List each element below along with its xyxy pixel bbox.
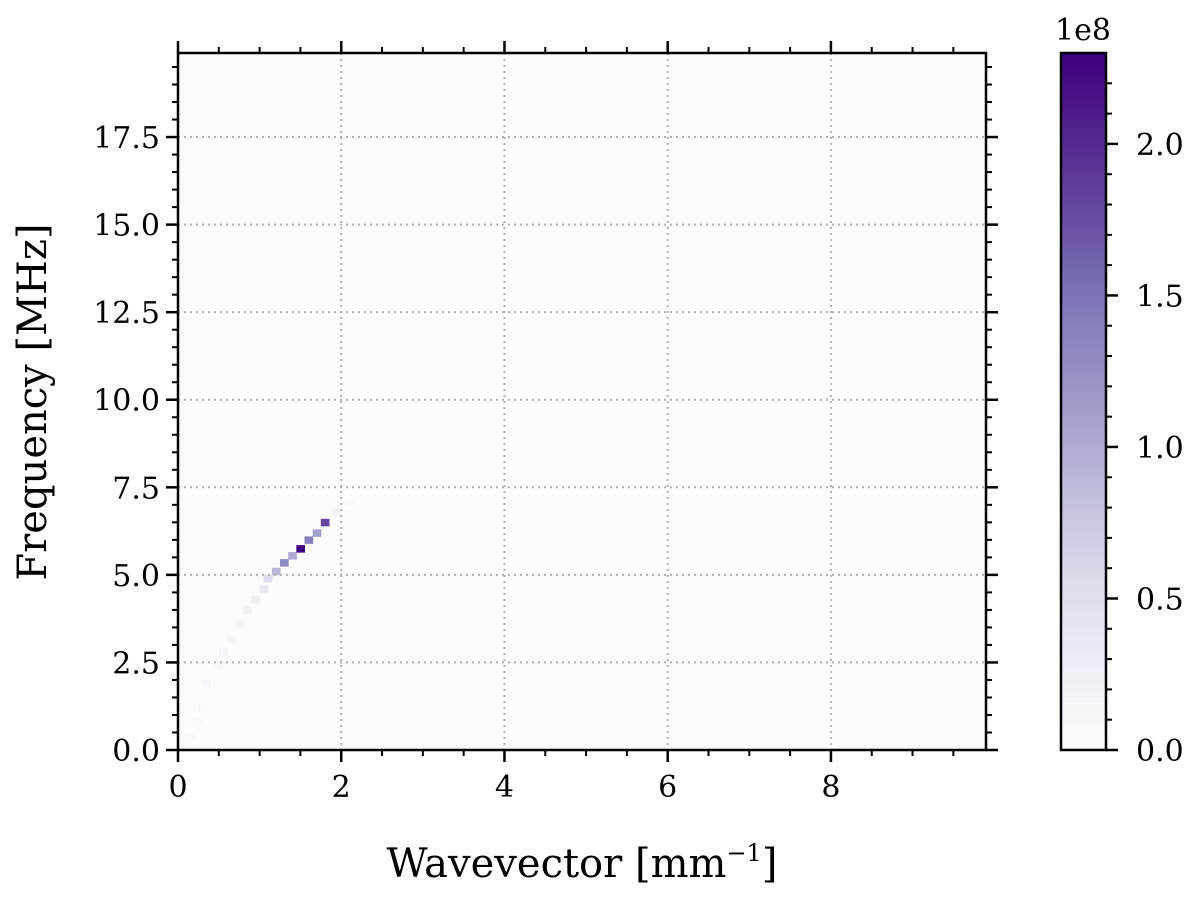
x-ticks: 0 2 4 6 8 bbox=[168, 41, 955, 805]
heatmap-cell bbox=[214, 662, 224, 670]
colorbar: 0.0 0.5 1.0 1.5 2.0 1e8 bbox=[1055, 13, 1184, 769]
y-tick-label: 7.5 bbox=[112, 471, 160, 506]
heatmap-cell bbox=[226, 634, 236, 642]
plot-frame bbox=[176, 51, 988, 752]
heatmap-cell bbox=[194, 718, 203, 726]
colorbar-tick-label: 1.5 bbox=[1136, 279, 1184, 314]
heatmap-cell bbox=[426, 340, 436, 348]
y-tick-label: 12.5 bbox=[93, 296, 160, 331]
heatmap-cell bbox=[198, 704, 208, 712]
y-ticks: 0.0 2.5 5.0 7.5 10.0 12.5 15.0 17.5 bbox=[93, 66, 998, 769]
colorbar-gradient bbox=[1059, 51, 1108, 752]
colorbar-tick-label: 0.5 bbox=[1136, 582, 1184, 617]
heatmap-cell bbox=[243, 606, 252, 614]
heatmap-cell bbox=[288, 552, 297, 560]
heatmap-cell bbox=[296, 545, 306, 553]
heatmap-cell bbox=[345, 497, 354, 506]
colorbar-tick-label: 2.0 bbox=[1136, 128, 1184, 163]
x-axis-label-superscript: −1 bbox=[726, 839, 761, 867]
colorbar-offset-label: 1e8 bbox=[1055, 13, 1111, 48]
heatmap-cell bbox=[280, 559, 289, 567]
grid-lines bbox=[178, 53, 986, 750]
heatmap-cell bbox=[271, 567, 281, 576]
heatmap-cell bbox=[218, 648, 228, 656]
heatmap-cells bbox=[186, 340, 436, 742]
y-tick-label: 10.0 bbox=[93, 384, 160, 419]
colorbar-tick-label: 1.0 bbox=[1136, 431, 1184, 466]
x-axis-label: Wavevector [mm−1] bbox=[387, 839, 778, 887]
y-tick-label: 5.0 bbox=[112, 559, 160, 594]
y-axis-label: Frequency [MHz] bbox=[10, 223, 56, 580]
heatmap-cell bbox=[186, 734, 195, 742]
y-tick-label: 0.0 bbox=[112, 734, 160, 769]
heatmap-cell bbox=[251, 595, 261, 604]
heatmap-cell bbox=[410, 368, 420, 376]
heatmap-cell bbox=[259, 585, 269, 593]
heatmap-cell bbox=[312, 529, 322, 537]
heatmap-cell bbox=[333, 508, 342, 516]
plot-area: 0 2 4 6 8 0.0 2.5 5.0 7.5 10.0 12.5 15.0 17.5 bbox=[93, 41, 998, 805]
x-tick-label: 6 bbox=[658, 770, 677, 805]
x-tick-label: 8 bbox=[821, 770, 840, 805]
y-tick-label: 2.5 bbox=[112, 646, 160, 681]
heatmap-cell bbox=[202, 679, 212, 688]
heatmap-cell bbox=[304, 536, 314, 544]
colorbar-tick-label: 0.0 bbox=[1136, 734, 1184, 769]
x-tick-label: 2 bbox=[332, 770, 351, 805]
heatmap-cell bbox=[320, 518, 330, 527]
x-axis-label-main: Wavevector [mm bbox=[387, 841, 727, 887]
x-axis-label-close: ] bbox=[762, 841, 778, 887]
y-tick-label: 17.5 bbox=[93, 121, 160, 156]
heatmap-cell bbox=[235, 620, 244, 628]
x-tick-label: 4 bbox=[495, 770, 514, 805]
x-tick-label: 0 bbox=[168, 770, 187, 805]
heatmap-cell bbox=[263, 574, 273, 583]
heatmap-background bbox=[178, 53, 986, 750]
colorbar-ticks: 0.0 0.5 1.0 1.5 2.0 bbox=[1106, 82, 1184, 769]
y-tick-label: 15.0 bbox=[93, 209, 160, 244]
